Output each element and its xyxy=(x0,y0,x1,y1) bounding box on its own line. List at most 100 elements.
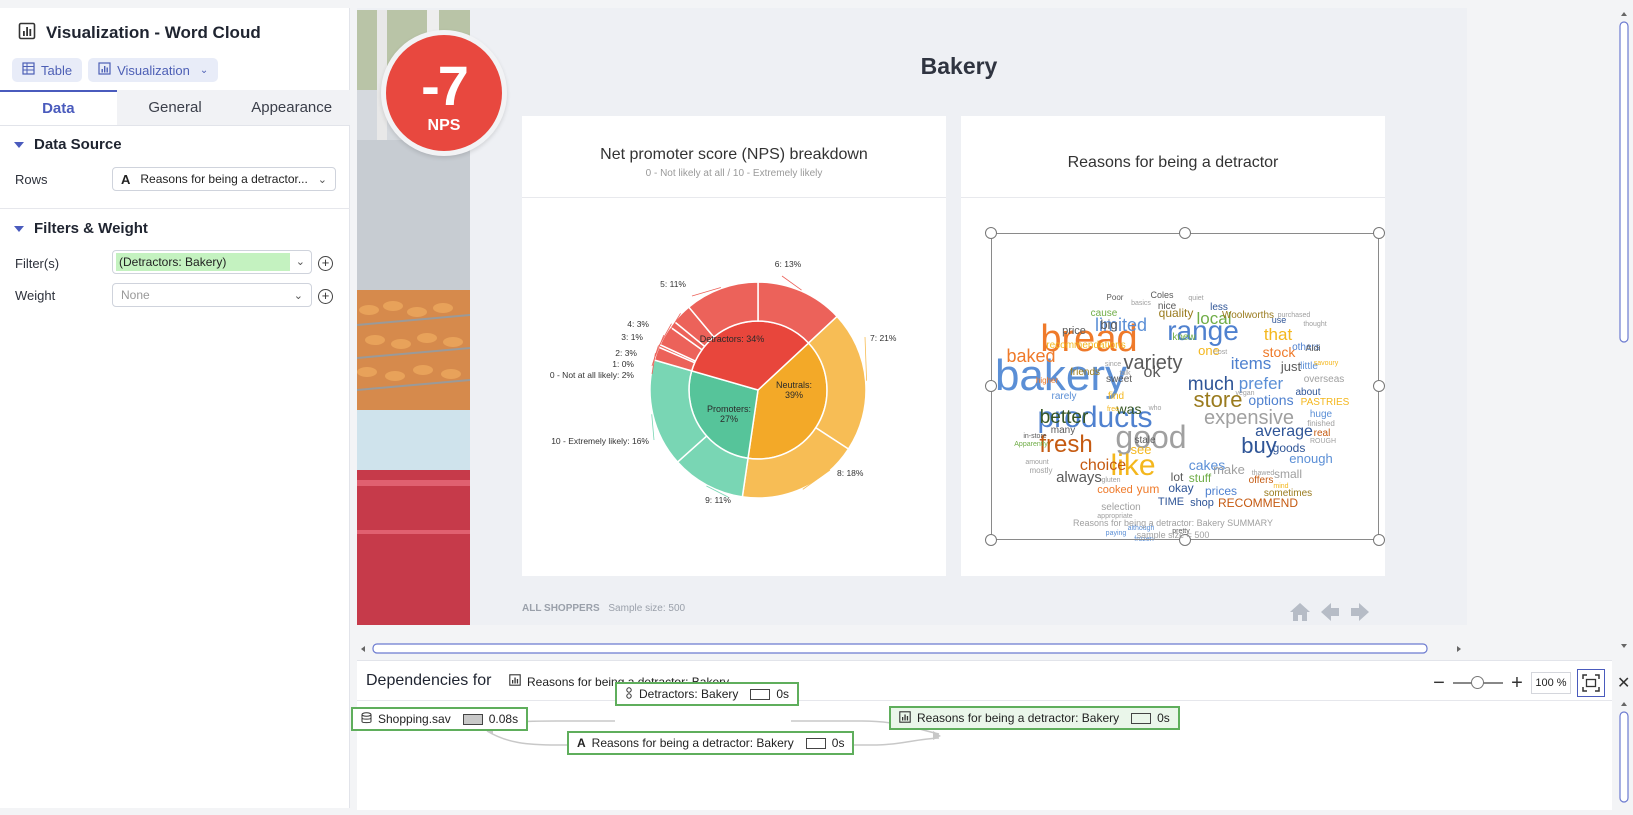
cloud-word: friends xyxy=(1070,367,1100,378)
dashboard-canvas: -7 NPS Bakery Net promoter score (NPS) b… xyxy=(357,8,1467,625)
cloud-word: buy xyxy=(1241,433,1276,458)
tab-appearance[interactable]: Appearance xyxy=(233,90,351,125)
cloud-word: just xyxy=(1280,359,1302,374)
add-filter-icon[interactable]: + xyxy=(318,256,333,271)
forward-arrow-icon[interactable] xyxy=(1348,600,1372,624)
leader-line xyxy=(651,414,655,441)
outer-slice-label: 2: 3% xyxy=(615,348,637,358)
cloud-word: big xyxy=(1100,317,1117,332)
node-label: Reasons for being a detractor: Bakery xyxy=(591,736,794,750)
cloud-word: others xyxy=(1292,342,1320,353)
cloud-word: range xyxy=(1167,315,1239,346)
chevron-down-icon: ⌄ xyxy=(293,290,303,302)
resize-handle[interactable] xyxy=(1373,380,1385,392)
cloud-word: prices xyxy=(1205,484,1237,498)
filter-dropdown[interactable]: (Detractors: Bakery) ⌄ xyxy=(112,250,312,274)
zoom-out-icon[interactable]: − xyxy=(1433,672,1445,694)
weight-value: None xyxy=(121,288,150,302)
outer-slice[interactable] xyxy=(687,281,759,339)
node-time: 0.08s xyxy=(488,712,519,726)
cloud-word: always xyxy=(1056,469,1102,486)
zoom-in-icon[interactable]: + xyxy=(1511,672,1523,694)
cloud-word: prefer xyxy=(1239,374,1284,393)
resize-handle[interactable] xyxy=(1179,227,1191,239)
zoom-slider[interactable] xyxy=(1453,676,1503,689)
inner-slice-label: Neutrals: 39% xyxy=(776,380,812,400)
cloud-word: ok xyxy=(1144,364,1162,381)
word-cloud-card[interactable]: Reasons for being a detractor bakery brea… xyxy=(961,116,1385,576)
data-source-section-header[interactable]: Data Source xyxy=(14,136,122,153)
cloud-word: better xyxy=(1040,407,1089,428)
visualization-view-tab[interactable]: Visualization ⌄ xyxy=(88,58,219,82)
leader-line xyxy=(706,485,729,498)
cloud-word: who xyxy=(1148,405,1162,412)
cloud-word: store xyxy=(1194,387,1243,412)
table-view-tab[interactable]: Table xyxy=(12,58,83,82)
cloud-word: higher xyxy=(1036,376,1059,385)
resize-handle[interactable] xyxy=(985,380,997,392)
cloud-word: good xyxy=(1115,419,1186,455)
cloud-word: Aldi xyxy=(1305,343,1320,353)
cloud-word: okay xyxy=(1168,481,1193,495)
cloud-word: quiet xyxy=(1188,295,1203,302)
node-label: Reasons for being a detractor: Bakery xyxy=(917,711,1120,725)
dashboard-title: Bakery xyxy=(920,53,998,79)
cloud-word: was xyxy=(1116,401,1142,417)
dependencies-header: Dependencies for Reasons for being a det… xyxy=(357,661,1630,701)
resize-handle[interactable] xyxy=(985,534,997,546)
tab-data[interactable]: Data xyxy=(0,90,117,125)
tab-general[interactable]: General xyxy=(116,90,234,125)
zoom-slider-thumb[interactable] xyxy=(1471,676,1484,689)
cloud-word: sweet xyxy=(1106,374,1132,385)
card-header: Net promoter score (NPS) breakdown 0 - N… xyxy=(522,116,946,198)
cloud-word: knew xyxy=(1172,332,1196,343)
cloud-word: pretty xyxy=(1172,528,1190,535)
cloud-word: talk xyxy=(1120,370,1131,377)
fit-to-screen-icon[interactable] xyxy=(1577,669,1605,697)
cloud-word: Cost xyxy=(1213,349,1227,356)
dependency-node-word-cloud[interactable]: Reasons for being a detractor: Bakery 0s xyxy=(889,706,1180,730)
vertical-scrollbar[interactable] xyxy=(1617,8,1631,658)
resize-handle[interactable] xyxy=(985,227,997,239)
chart-icon xyxy=(18,22,36,45)
timing-bar xyxy=(1131,712,1152,724)
back-arrow-icon[interactable] xyxy=(1318,600,1342,624)
inner-slice-label: Promoters: 27% xyxy=(707,404,751,424)
cloud-word: bakery xyxy=(995,351,1127,400)
outer-slice-label: 1: 0% xyxy=(612,359,634,369)
cloud-word: quality xyxy=(1159,306,1194,320)
leader-line xyxy=(658,323,672,347)
close-icon[interactable]: ✕ xyxy=(1617,675,1631,692)
cloud-word: cause xyxy=(1091,308,1118,319)
cloud-word: baked xyxy=(1006,346,1055,366)
cloud-word: enough xyxy=(1289,451,1332,466)
weight-label: Weight xyxy=(15,288,56,303)
cloud-word: one xyxy=(1198,343,1220,358)
dependencies-panel: Dependencies for Reasons for being a det… xyxy=(351,660,1630,810)
rows-value: Reasons for being a detractor... xyxy=(140,172,308,186)
cloud-word: offers xyxy=(1249,475,1274,486)
resize-handle[interactable] xyxy=(1373,534,1385,546)
resize-handle[interactable] xyxy=(1179,534,1191,546)
cloud-word: that xyxy=(1264,325,1293,344)
add-weight-icon[interactable]: + xyxy=(318,289,333,304)
cloud-word: average xyxy=(1255,423,1313,440)
dependency-node-detractors[interactable]: Detractors: Bakery 0s xyxy=(615,682,800,706)
data-source-label: Data Source xyxy=(34,136,122,153)
leader-line xyxy=(864,336,868,381)
cloud-word: yum xyxy=(1137,482,1160,496)
dependencies-scrollbar[interactable] xyxy=(1618,700,1630,810)
dependency-node-text-variable[interactable]: A Reasons for being a detractor: Bakery … xyxy=(567,731,855,755)
inner-slice-label: Detractors: 34% xyxy=(700,334,765,344)
zoom-percent-input[interactable]: 100 % xyxy=(1531,672,1571,694)
filters-section-header[interactable]: Filters & Weight xyxy=(14,220,148,237)
rows-dropdown[interactable]: A Reasons for being a detractor... ⌄ xyxy=(112,167,336,191)
dependency-node-shopping-sav[interactable]: Shopping.sav 0.08s xyxy=(351,707,529,731)
horizontal-scrollbar[interactable] xyxy=(357,641,1465,657)
home-icon[interactable] xyxy=(1288,600,1312,624)
weight-dropdown[interactable]: None ⌄ xyxy=(112,283,312,307)
cloud-word: goods xyxy=(1273,441,1306,455)
nps-breakdown-card[interactable]: Net promoter score (NPS) breakdown 0 - N… xyxy=(522,116,946,576)
resize-handle[interactable] xyxy=(1373,227,1385,239)
cloud-word: small xyxy=(1274,467,1302,481)
